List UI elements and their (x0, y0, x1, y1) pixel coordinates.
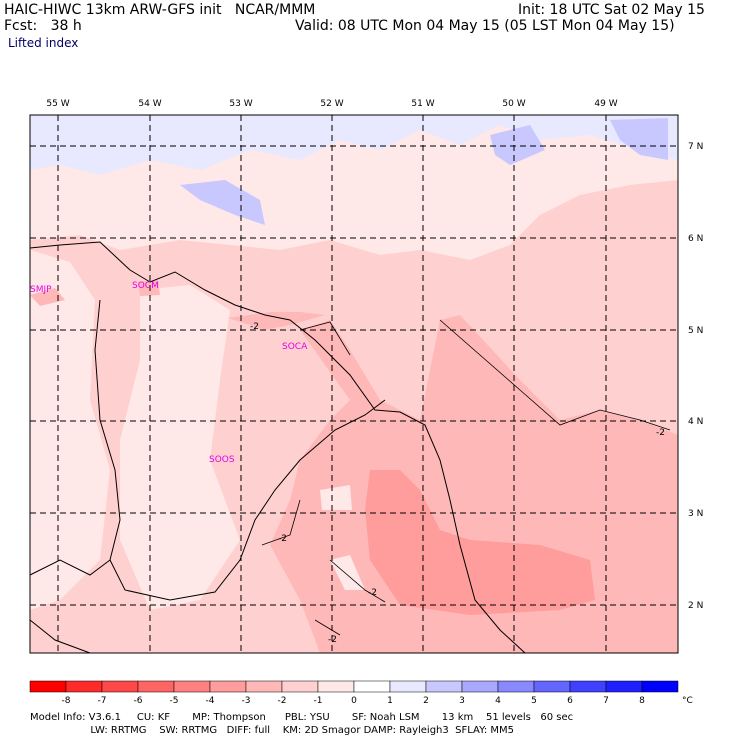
positive-area (230, 118, 300, 140)
colorbar-swatch (29, 680, 67, 693)
colorbar-swatch (641, 680, 679, 693)
colorbar-tick-label: -2 (278, 696, 287, 706)
positive-area (610, 118, 668, 160)
colorbar-swatch (209, 680, 247, 693)
contour-label: -2 (278, 534, 287, 544)
lon-label: 50 W (502, 99, 525, 109)
contour-label: -2 (656, 428, 665, 438)
map-frame (29, 114, 679, 654)
colorbar-swatch (389, 680, 427, 693)
lat-label: 2 N (688, 601, 703, 611)
colorbar-swatch (245, 680, 283, 693)
colorbar-swatch (317, 680, 355, 693)
colorbar-tick-label: -3 (242, 696, 251, 706)
negative-area (30, 288, 65, 306)
valid-time: Valid: 08 UTC Mon 04 May 15 (05 LST Mon … (295, 18, 675, 34)
colorbar-tick-label: 8 (639, 696, 645, 706)
colorbar-swatch (281, 680, 319, 693)
colorbar-tick-label: -4 (206, 696, 215, 706)
colorbar-tick-label: -1 (314, 696, 323, 706)
colorbar-swatch (101, 680, 139, 693)
lat-label: 4 N (688, 417, 703, 427)
colorbar-tick-label: 5 (531, 696, 537, 706)
lat-label: 6 N (688, 234, 703, 244)
colorbar-swatch (173, 680, 211, 693)
station-label: SOOS (209, 455, 235, 465)
station-label: SMJP (30, 285, 52, 295)
positive-area (490, 125, 545, 165)
lon-label: 54 W (138, 99, 161, 109)
forecast-hour: Fcst: 38 h (4, 18, 82, 34)
model-title: HAIC-HIWC 13km ARW-GFS init NCAR/MMM (4, 2, 316, 18)
colorbar-tick-label: 7 (603, 696, 609, 706)
colorbar-tick-label: -5 (170, 696, 179, 706)
coastline (29, 241, 526, 654)
negative-area (138, 280, 160, 296)
colorbar-swatch (605, 680, 643, 693)
colorbar-swatch (353, 680, 391, 693)
colorbar-tick-label: 0 (351, 696, 357, 706)
model-info-line-2: LW: RRTMG SW: RRTMG DIFF: full KM: 2D Sm… (30, 725, 515, 736)
lon-label: 55 W (46, 99, 69, 109)
colorbar-tick-label: 1 (387, 696, 393, 706)
colorbar-swatch (425, 680, 463, 693)
colorbar-tick-label: 6 (567, 696, 573, 706)
lat-label: 5 N (688, 326, 703, 336)
lat-label: 3 N (688, 509, 703, 519)
colorbar-unit: °C (682, 696, 693, 706)
negative-area (228, 312, 325, 330)
model-info-line-1: Model Info: V3.6.1 CU: KF MP: Thompson P… (30, 712, 574, 723)
positive-area (180, 180, 265, 225)
near-zero-area (30, 250, 110, 610)
lat-label: 7 N (688, 142, 703, 152)
near-zero-area (330, 555, 365, 590)
colorbar-tick-label: -6 (134, 696, 143, 706)
colorbar-swatch (533, 680, 571, 693)
station-label: SOCA (282, 342, 308, 352)
contour-label: -2 (250, 322, 259, 332)
station-label: SOCM (132, 281, 159, 291)
lon-label: 53 W (229, 99, 252, 109)
lon-label: 51 W (411, 99, 434, 109)
colorbar: -8 -7 -6 -5 -4 -3 -2 -1 0 1 2 3 4 5 6 7 8 °C (29, 680, 693, 706)
contour-label: -2 (368, 588, 377, 598)
init-time: Init: 18 UTC Sat 02 May 15 (518, 2, 705, 18)
colorbar-tick-label: -7 (98, 696, 107, 706)
colorbar-swatch (461, 680, 499, 693)
colorbar-tick-label: -8 (62, 696, 71, 706)
colorbar-swatch (137, 680, 175, 693)
colorbar-swatch (65, 680, 103, 693)
colorbar-tick-label: 3 (459, 696, 465, 706)
colorbar-swatch (569, 680, 607, 693)
field-name: Lifted index (8, 36, 79, 50)
near-zero-area (320, 485, 352, 510)
contour-label: -2 (328, 635, 337, 645)
lon-label: 49 W (594, 99, 617, 109)
colorbar-swatch (497, 680, 535, 693)
colorbar-tick-label: 4 (495, 696, 501, 706)
contour-lines (261, 319, 671, 636)
colorbar-tick-label: 2 (423, 696, 429, 706)
lon-label: 52 W (320, 99, 343, 109)
